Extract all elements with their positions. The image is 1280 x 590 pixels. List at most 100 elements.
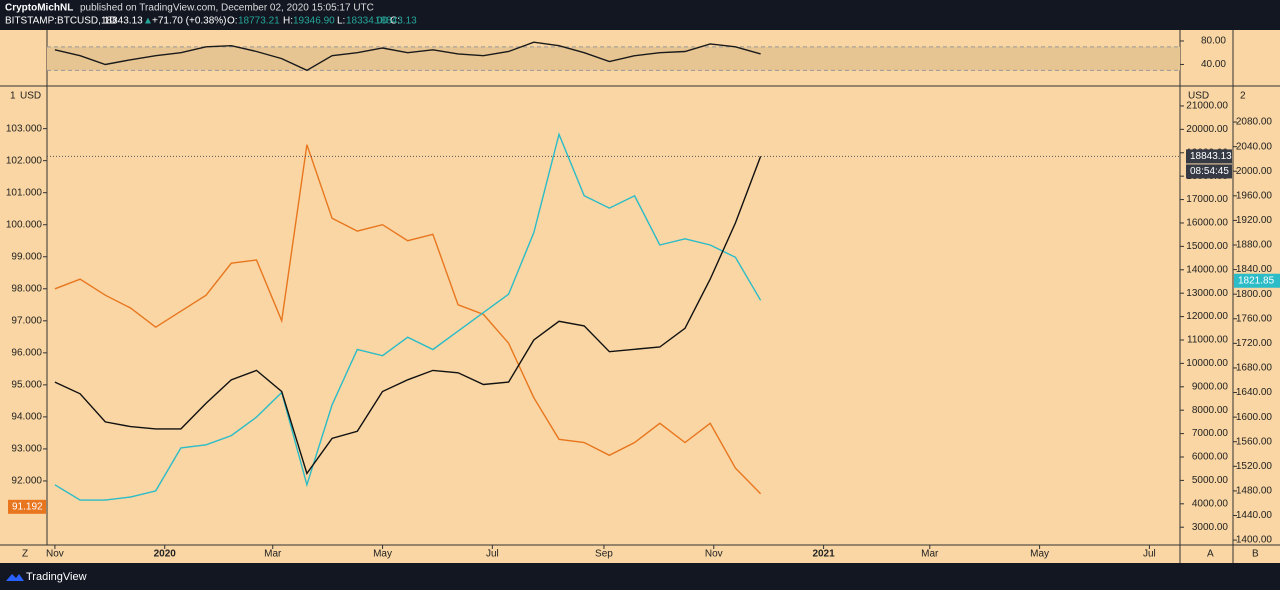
- x-tick-label: Sep: [595, 549, 613, 560]
- y-tick-label: 2040.00: [1236, 141, 1273, 152]
- y-tick-label: 96.000: [11, 347, 42, 358]
- price-tag: [8, 499, 46, 514]
- y-tick-label: 99.000: [11, 251, 42, 262]
- y-tick-label: 1840.00: [1236, 264, 1273, 275]
- scale-button[interactable]: Z: [22, 549, 28, 560]
- y-tick-label: 4000.00: [1192, 498, 1229, 509]
- y-tick-label: 10000.00: [1186, 358, 1228, 369]
- y-tick-label: 1920.00: [1236, 215, 1273, 226]
- y-tick-label: 1880.00: [1236, 240, 1273, 251]
- unit-label: USD: [20, 91, 41, 102]
- ohlc-label: C:: [390, 16, 400, 27]
- y-tick-label: 3000.00: [1192, 522, 1229, 533]
- y-tick-label: 6000.00: [1192, 452, 1229, 463]
- y-tick-label: 14000.00: [1186, 264, 1228, 275]
- corner-label: 1: [10, 91, 16, 102]
- unit-label: USD: [1188, 91, 1209, 102]
- y-tick-label: 1760.00: [1236, 313, 1273, 324]
- y-tick-label: 40.00: [1201, 59, 1226, 70]
- y-tick-label: 92.000: [11, 476, 42, 487]
- logo: [6, 574, 24, 581]
- x-tick-label: May: [373, 549, 392, 560]
- y-tick-label: 1440.00: [1236, 510, 1273, 521]
- y-tick-label: 1960.00: [1236, 190, 1273, 201]
- x-tick-label: 2021: [812, 549, 835, 560]
- ohlc-label: O:: [227, 16, 238, 27]
- y-tick-label: 94.000: [11, 412, 42, 423]
- countdown-bg: [1186, 164, 1232, 179]
- x-tick-label: Jul: [486, 549, 499, 560]
- header-bg: [0, 0, 1280, 30]
- y-tick-label: 2000.00: [1236, 166, 1273, 177]
- ohlc-value: 18334.00: [346, 16, 388, 27]
- y-tick-label: 11000.00: [1187, 335, 1228, 346]
- x-tick-label: Mar: [921, 549, 939, 560]
- y-tick-label: 1640.00: [1236, 387, 1273, 398]
- y-tick-label: 98.000: [11, 283, 42, 294]
- x-tick-label: Nov: [705, 549, 723, 560]
- y-tick-label: 1720.00: [1236, 338, 1273, 349]
- ohlc-value: 19346.90: [293, 16, 335, 27]
- arrow: ▲: [143, 16, 153, 27]
- y-tick-label: 101.000: [6, 187, 43, 198]
- scale-button[interactable]: A: [1207, 549, 1214, 560]
- author: CryptoMichNL: [5, 3, 73, 14]
- price-tag-label: 91.192: [12, 501, 43, 512]
- y-tick-label: 20000.00: [1186, 124, 1228, 135]
- y-tick-label: 93.000: [11, 444, 42, 455]
- y-tick-label: 97.000: [11, 315, 42, 326]
- y-tick-label: 17000.00: [1186, 194, 1228, 205]
- y-tick-label: 1800.00: [1236, 289, 1273, 300]
- y-tick-label: 1600.00: [1236, 412, 1273, 423]
- scale-button[interactable]: B: [1252, 549, 1259, 560]
- y-tick-label: 80.00: [1201, 36, 1226, 47]
- y-tick-label: 15000.00: [1186, 241, 1228, 252]
- symbol: BITSTAMP:BTCUSD, 1D: [5, 16, 117, 27]
- series-line: [54, 144, 762, 495]
- x-tick-label: May: [1030, 549, 1049, 560]
- footer-bg: [0, 563, 1280, 590]
- price-tag-label: 1821.85: [1238, 275, 1275, 286]
- x-tick-label: Mar: [264, 549, 282, 560]
- y-tick-label: 1520.00: [1236, 461, 1273, 472]
- y-tick-label: 100.000: [6, 219, 43, 230]
- y-tick-label: 103.000: [6, 123, 43, 134]
- y-tick-label: 1560.00: [1236, 436, 1273, 447]
- price-tag-label: 18843.13: [1190, 151, 1232, 162]
- countdown: 08:54:45: [1190, 166, 1229, 177]
- y-tick-label: 1680.00: [1236, 363, 1273, 374]
- y-tick-label: 1400.00: [1236, 535, 1273, 546]
- y-tick-label: 102.000: [6, 155, 43, 166]
- ohlc-value: 18773.21: [238, 16, 280, 27]
- change: +71.70 (+0.38%): [152, 16, 227, 27]
- ohlc-value: 18843.13: [375, 16, 417, 27]
- y-tick-label: 5000.00: [1192, 475, 1229, 486]
- y-tick-label: 16000.00: [1186, 218, 1228, 229]
- corner-label: 2: [1240, 91, 1246, 102]
- x-tick-label: Jul: [1143, 549, 1156, 560]
- chart-bg: [0, 30, 1280, 563]
- ohlc-label: H:: [283, 16, 293, 27]
- x-tick-label: Nov: [46, 549, 64, 560]
- y-tick-label: 8000.00: [1192, 405, 1229, 416]
- band: [47, 46, 1180, 71]
- last: 18843.13: [101, 16, 143, 27]
- y-tick-label: 2080.00: [1236, 117, 1273, 128]
- published: published on TradingView.com, December 0…: [80, 3, 374, 14]
- brand: TradingView: [26, 571, 87, 583]
- series-line: [54, 41, 761, 72]
- y-tick-label: 95.000: [11, 380, 42, 391]
- y-tick-label: 13000.00: [1186, 288, 1228, 299]
- price-tag: [1186, 149, 1232, 164]
- series-line: [54, 156, 762, 475]
- y-tick-label: 9000.00: [1192, 381, 1229, 392]
- y-tick-label: 21000.00: [1186, 101, 1228, 112]
- y-tick-label: 1480.00: [1236, 486, 1273, 497]
- series-line: [54, 132, 762, 501]
- price-tag: [1234, 273, 1280, 288]
- x-tick-label: 2020: [154, 549, 177, 560]
- ohlc-label: L:: [337, 16, 345, 27]
- y-tick-label: 7000.00: [1192, 428, 1229, 439]
- y-tick-label: 12000.00: [1186, 311, 1228, 322]
